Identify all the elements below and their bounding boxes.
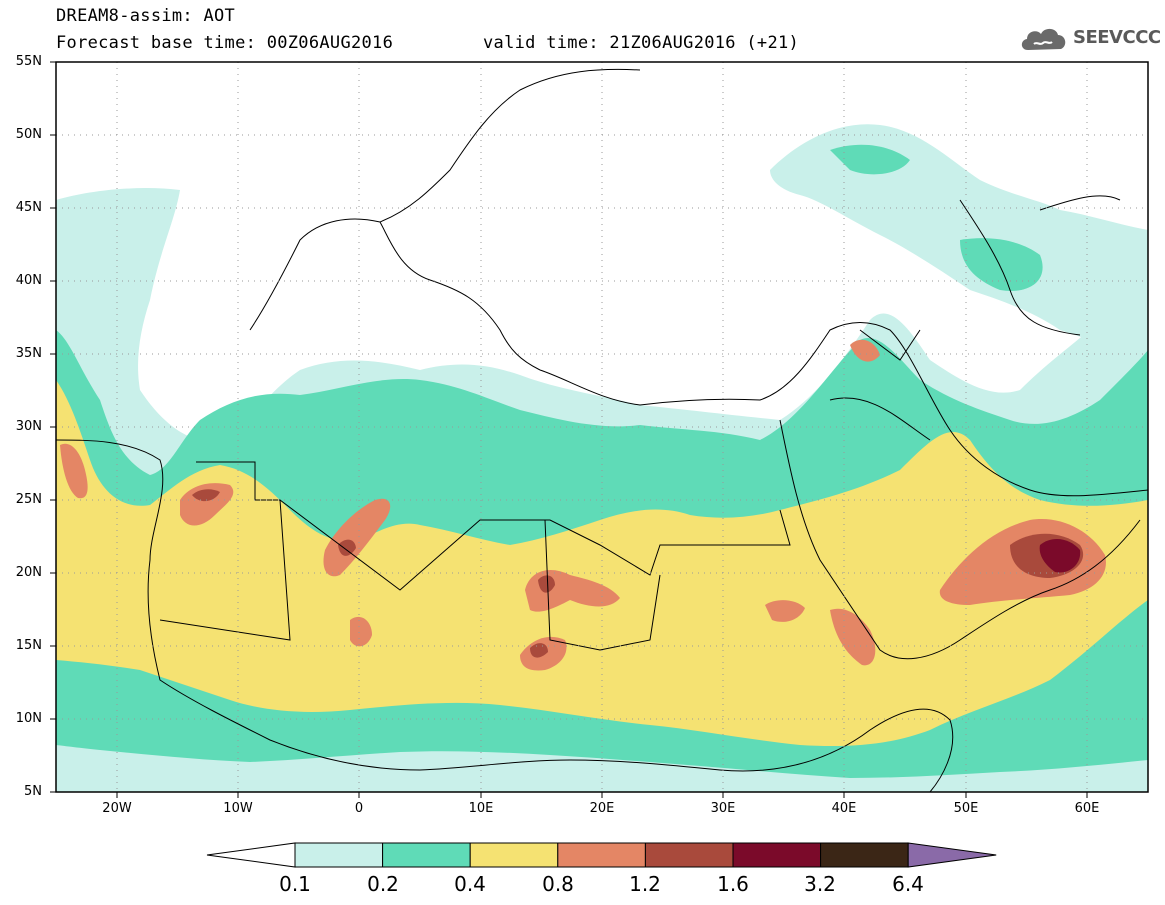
lat-tick-label: 30N <box>15 419 42 434</box>
lon-tick-label: 20W <box>102 801 132 816</box>
valid-time: valid time: 21Z06AUG2016 (+21) <box>483 33 800 53</box>
lon-tick-label: 30E <box>710 801 736 816</box>
grid-lines <box>56 62 1148 792</box>
lon-tick-label: 0 <box>354 801 364 816</box>
lat-tick-label: 5N <box>24 784 42 799</box>
coastlines <box>56 68 1148 792</box>
colorbar-label: 6.4 <box>892 872 924 896</box>
axis-ticks <box>50 61 1088 798</box>
lat-tick-label: 20N <box>15 565 42 580</box>
title-line-1: DREAM8-assim: AOT <box>56 6 236 26</box>
lat-tick-label: 15N <box>15 638 42 653</box>
lon-tick-label: 20E <box>589 801 615 816</box>
seevccc-logo: SEEVCCC <box>1018 22 1161 56</box>
lat-tick-label: 50N <box>15 127 42 142</box>
lon-tick-label: 50E <box>953 801 979 816</box>
colorbar-label: 0.8 <box>542 872 574 896</box>
colorbar-label: 0.2 <box>367 872 399 896</box>
lat-tick-label: 45N <box>15 200 42 215</box>
colorbar-label: 0.4 <box>454 872 486 896</box>
lat-tick-label: 40N <box>15 273 42 288</box>
lon-tick-label: 40E <box>831 801 857 816</box>
lat-tick-label: 35N <box>15 346 42 361</box>
colorbar-label: 0.1 <box>279 872 311 896</box>
cloud-icon <box>1021 28 1066 50</box>
lat-tick-label: 25N <box>15 492 42 507</box>
colorbar-label: 1.6 <box>717 872 749 896</box>
logo-text: SEEVCCC <box>1073 27 1161 48</box>
colorbar-label: 1.2 <box>629 872 661 896</box>
colorbar-label: 3.2 <box>804 872 836 896</box>
forecast-base-time: Forecast base time: 00Z06AUG2016 <box>56 33 394 53</box>
lon-tick-label: 10E <box>468 801 494 816</box>
lon-tick-label: 60E <box>1074 801 1100 816</box>
lat-tick-label: 55N <box>15 54 42 69</box>
lon-tick-label: 10W <box>223 801 253 816</box>
lat-tick-label: 10N <box>15 711 42 726</box>
